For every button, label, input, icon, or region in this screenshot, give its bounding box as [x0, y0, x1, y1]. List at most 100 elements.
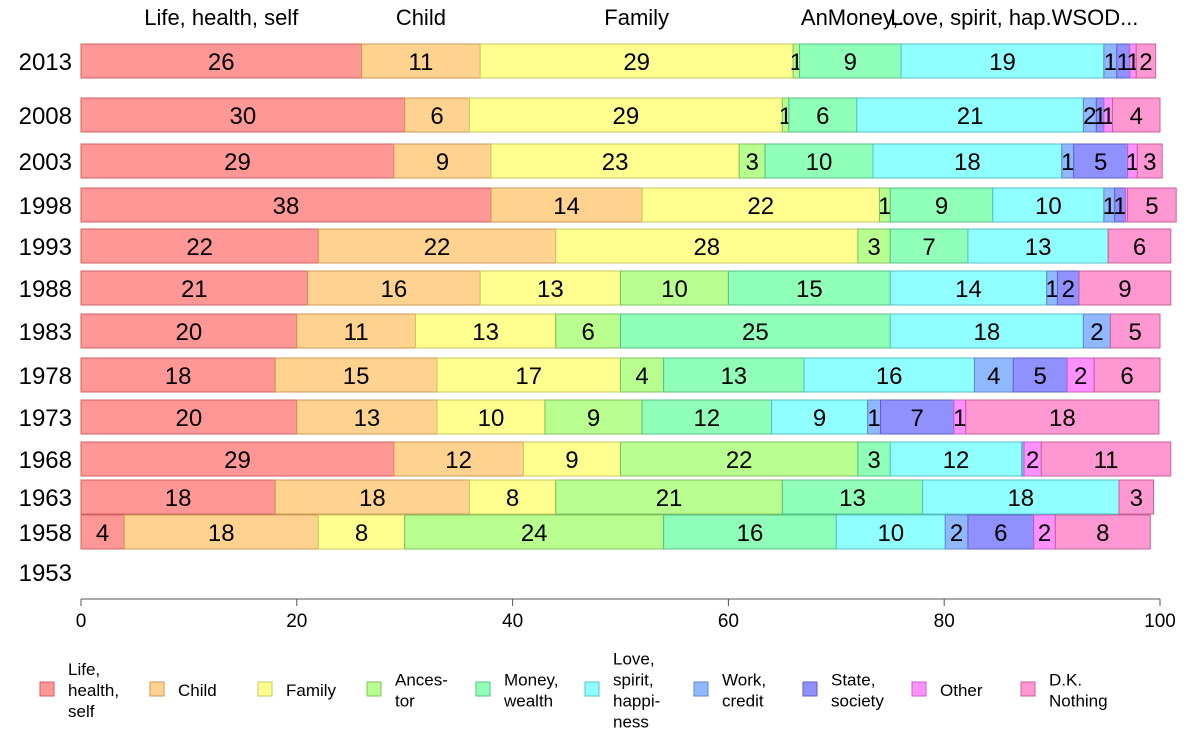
bar-segment — [738, 143, 766, 179]
bar-segment — [880, 399, 955, 435]
data-label: 11 — [344, 319, 369, 346]
bar-segment — [1136, 143, 1163, 179]
bar-segment — [80, 97, 406, 133]
top-label: Family — [604, 5, 669, 30]
data-label: 2 — [1062, 276, 1075, 303]
bar-segment — [1054, 514, 1151, 550]
bar-segment — [393, 143, 492, 179]
year-label: 1983 — [19, 319, 72, 346]
data-label: 2 — [1090, 319, 1103, 346]
x-tick-label: 0 — [76, 611, 87, 632]
bar-segment — [967, 514, 1035, 550]
bar-segment — [1112, 97, 1161, 133]
bar-segment — [856, 97, 1084, 133]
data-label: 2 — [1074, 363, 1087, 390]
data-label: 5 — [1034, 363, 1047, 390]
data-label: 18 — [954, 149, 981, 176]
bar-segment — [1040, 441, 1172, 477]
data-label: 14 — [553, 193, 580, 220]
bar-segment — [296, 313, 416, 349]
bar-segment — [80, 399, 298, 435]
year-label: 1993 — [19, 234, 72, 261]
data-label: 18 — [359, 485, 386, 512]
data-label: 3 — [1143, 149, 1156, 176]
data-label: 7 — [911, 405, 924, 432]
bar-segment — [479, 270, 622, 306]
data-label: 2 — [1083, 103, 1096, 130]
data-label: 29 — [613, 103, 640, 130]
data-label: 8 — [355, 520, 368, 547]
data-label: 2 — [1139, 49, 1152, 76]
bar-segment — [889, 270, 1048, 306]
bar-segment — [771, 399, 869, 435]
bar-segment — [992, 187, 1105, 223]
bar-segment — [544, 399, 643, 435]
bar-segment — [404, 97, 470, 133]
x-tick-label: 100 — [1144, 611, 1176, 632]
data-label: 17 — [515, 363, 542, 390]
data-label: 1 — [1061, 149, 1074, 176]
legend-label: Life, health, self — [68, 660, 119, 721]
bar-segment — [555, 228, 859, 264]
data-label: 9 — [844, 49, 857, 76]
bar-segment — [922, 479, 1120, 515]
year-label: 1963 — [19, 485, 72, 512]
data-label: 1 — [1113, 193, 1126, 220]
data-label: 22 — [726, 447, 753, 474]
data-label: 9 — [587, 405, 600, 432]
data-label: 23 — [602, 149, 629, 176]
data-label: 12 — [693, 405, 720, 432]
bar-segment — [835, 514, 946, 550]
data-label: 13 — [354, 405, 381, 432]
bar-segment — [900, 43, 1105, 79]
data-label: 30 — [229, 103, 256, 130]
data-label: 29 — [623, 49, 650, 76]
data-label: 6 — [994, 520, 1007, 547]
data-label: 3 — [745, 149, 758, 176]
bar-segment — [967, 228, 1109, 264]
bar-segment — [641, 399, 773, 435]
bar-segment — [80, 43, 363, 79]
legend-label: D.K. Nothing — [1049, 671, 1108, 711]
data-label: 18 — [973, 319, 1000, 346]
bar-segment — [80, 357, 276, 393]
legend-swatch — [366, 681, 382, 697]
legend-swatch — [911, 681, 927, 697]
bar-segment — [889, 313, 1084, 349]
year-label: 2008 — [19, 103, 72, 130]
bar-segment — [1118, 479, 1155, 515]
year-label: 1958 — [19, 520, 72, 547]
data-label: 13 — [472, 319, 499, 346]
year-label: 1973 — [19, 405, 72, 432]
data-label: 21 — [957, 103, 984, 130]
data-label: 18 — [1049, 405, 1076, 432]
data-label: 1 — [867, 405, 880, 432]
bar-segment — [80, 143, 395, 179]
data-label: 38 — [273, 193, 300, 220]
data-label: 20 — [176, 319, 203, 346]
bar-segment — [764, 143, 874, 179]
bar-segment — [620, 441, 859, 477]
bar-segment — [973, 357, 1014, 393]
data-label: 19 — [989, 49, 1016, 76]
data-label: 8 — [506, 485, 519, 512]
data-label: 1 — [1104, 49, 1117, 76]
data-label: 24 — [521, 520, 548, 547]
legend-label: Other — [940, 681, 983, 700]
data-label: 21 — [656, 485, 683, 512]
data-label: 7 — [922, 234, 935, 261]
legend-swatch — [693, 681, 709, 697]
data-label: 6 — [581, 319, 594, 346]
data-label: 21 — [181, 276, 208, 303]
bar-segment — [1073, 143, 1129, 179]
data-label: 9 — [813, 405, 826, 432]
bar-segment — [479, 43, 794, 79]
x-tick-label: 60 — [718, 611, 739, 632]
data-label: 1 — [878, 193, 891, 220]
bar-segment — [620, 313, 891, 349]
year-label: 1978 — [19, 363, 72, 390]
data-label: 4 — [987, 363, 1000, 390]
bar-segment — [803, 357, 975, 393]
data-label: 18 — [165, 485, 192, 512]
data-label: 18 — [208, 520, 235, 547]
